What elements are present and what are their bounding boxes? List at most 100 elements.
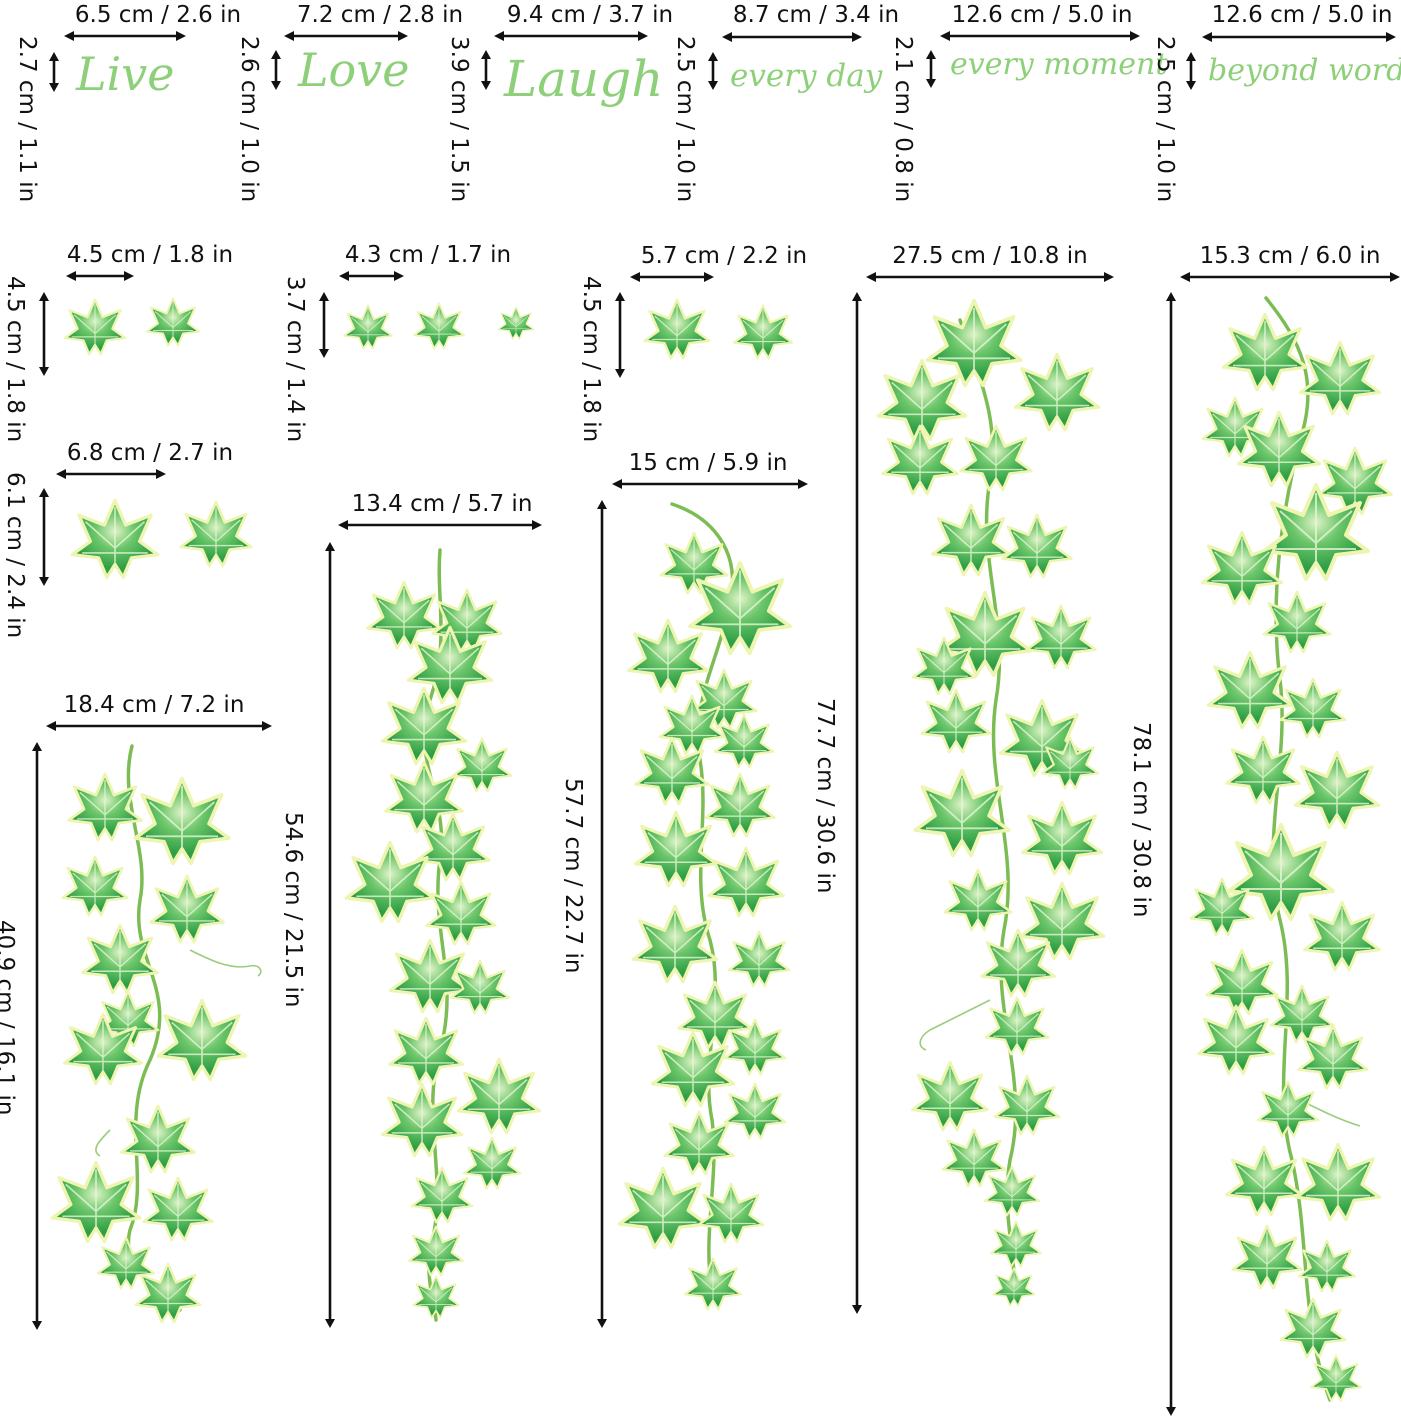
ivy-leaf — [365, 580, 443, 650]
height-label-every-moment: 2.1 cm / 0.8 in — [890, 36, 916, 202]
ivy-leaf — [1013, 352, 1101, 432]
ivy-leaf — [1231, 1224, 1303, 1290]
width-arrow-live — [64, 31, 186, 41]
height-label-every-day: 2.5 cm / 1.0 in — [672, 36, 698, 202]
word-decal-live: 6.5 cm / 2.6 in 2.7 cm / 1.1 in Live — [14, 2, 241, 202]
width-label-leaf-group-2: 4.3 cm / 1.7 in — [345, 242, 511, 268]
height-arrow-vine-4 — [852, 292, 862, 1314]
height-arrow-vine-1 — [32, 742, 42, 1330]
width-label-leaf-group-4: 6.8 cm / 2.7 in — [67, 440, 233, 466]
ivy-leaf — [63, 298, 127, 356]
width-label-beyond-words: 12.6 cm / 5.0 in — [1212, 2, 1393, 28]
width-label-vine-5: 15.3 cm / 6.0 in — [1200, 243, 1381, 269]
height-label-leaf-group-1: 4.5 cm / 1.8 in — [2, 276, 28, 442]
width-label-vine-3: 15 cm / 5.9 in — [629, 450, 788, 476]
height-label-beyond-words: 2.5 cm / 1.0 in — [1152, 36, 1178, 202]
width-label-live: 6.5 cm / 2.6 in — [75, 2, 241, 28]
vine-4-art — [876, 298, 1106, 1307]
vine-decal-5: 15.3 cm / 6.0 in 78.1 cm / 30.8 in — [1128, 243, 1400, 1416]
vine-3-art — [617, 502, 792, 1311]
ivy-leaf — [1197, 1004, 1275, 1076]
ivy-leaf — [1293, 750, 1381, 830]
height-label-leaf-group-3: 4.5 cm / 1.8 in — [578, 276, 604, 442]
ivy-leaf — [142, 1176, 214, 1242]
word-decal-laugh: 9.4 cm / 3.7 in 3.9 cm / 1.5 in Laugh — [446, 2, 673, 202]
vine-decal-2: 13.4 cm / 5.7 in 54.6 cm / 21.5 in — [280, 491, 542, 1328]
ivy-leaf — [410, 1166, 474, 1224]
ivy-leaf — [959, 424, 1033, 492]
height-label-vine-2: 54.6 cm / 21.5 in — [280, 812, 306, 1007]
vine-decal-4: 27.5 cm / 10.8 in 77.7 cm / 30.6 in — [812, 243, 1114, 1314]
height-arrow-vine-5 — [1166, 292, 1176, 1416]
ivy-leaf — [1279, 677, 1347, 739]
ivy-leaf — [1256, 1080, 1320, 1138]
ivy-leaf — [50, 1160, 142, 1244]
ivy-leaf — [993, 1074, 1061, 1136]
ivy-leaf — [1020, 800, 1104, 876]
width-arrow-every-day — [722, 32, 862, 42]
width-label-leaf-group-1: 4.5 cm / 1.8 in — [67, 242, 233, 268]
width-label-love: 7.2 cm / 2.8 in — [297, 2, 463, 28]
ivy-leaf — [1269, 984, 1335, 1044]
word-live: Live — [75, 47, 174, 101]
width-arrow-leaf-group-4 — [56, 469, 166, 479]
height-arrow-leaf-group-4 — [39, 488, 49, 586]
ivy-leaf — [713, 713, 775, 769]
ivy-leaf — [1001, 513, 1073, 579]
leaf-group-4: 6.8 cm / 2.7 in 6.1 cm / 2.4 in — [2, 440, 253, 638]
ivy-leaf — [1224, 735, 1302, 805]
ivy-leaf — [706, 846, 786, 918]
ivy-leaf — [727, 930, 791, 988]
ivy-leaf — [643, 298, 711, 360]
ivy-leaf — [1205, 948, 1279, 1016]
ivy-leaf — [925, 298, 1023, 388]
width-arrow-leaf-group-1 — [66, 271, 134, 281]
word-decal-every-moment: 12.6 cm / 5.0 in 2.1 cm / 0.8 in every m… — [890, 2, 1168, 202]
ivy-leaf — [380, 686, 468, 766]
ivy-leaf — [156, 998, 248, 1082]
ivy-leaf — [943, 868, 1013, 932]
height-arrow-every-day — [708, 52, 718, 90]
word-decal-every-day: 8.7 cm / 3.4 in 2.5 cm / 1.0 in every da… — [672, 2, 899, 202]
ivy-leaf — [1279, 1297, 1347, 1359]
height-label-vine-4: 77.7 cm / 30.6 in — [812, 698, 838, 893]
ivy-leaf — [133, 776, 231, 866]
ivy-leaf — [1294, 1142, 1382, 1222]
ivy-leaf — [61, 855, 129, 917]
ivy-leaf — [407, 1225, 465, 1277]
ivy-leaf — [119, 1104, 196, 1174]
width-arrow-every-moment — [940, 31, 1140, 41]
ivy-leaf — [1229, 825, 1333, 919]
width-arrow-leaf-group-3 — [630, 272, 714, 282]
height-label-vine-1: 40.9 cm / 16.1 in — [0, 920, 18, 1115]
ivy-leaf — [145, 297, 201, 347]
ivy-leaf — [659, 531, 729, 595]
height-arrow-laugh — [481, 50, 491, 90]
word-decal-love: 7.2 cm / 2.8 in 2.6 cm / 1.0 in Love — [236, 2, 463, 202]
vine-decal-1: 18.4 cm / 7.2 in 40.9 cm / 16.1 in — [0, 692, 272, 1330]
word-beyond-words: beyond words — [1208, 53, 1401, 88]
ivy-leaf — [617, 1166, 709, 1250]
ivy-leaf — [343, 304, 393, 350]
height-label-leaf-group-4: 6.1 cm / 2.4 in — [2, 472, 28, 638]
width-arrow-vine-3 — [612, 479, 808, 489]
width-label-laugh: 9.4 cm / 3.7 in — [507, 2, 673, 28]
width-label-vine-1: 18.4 cm / 7.2 in — [64, 692, 245, 718]
leaf-group-3: 5.7 cm / 2.2 in 4.5 cm / 1.8 in — [578, 243, 807, 442]
ivy-leaf — [989, 1220, 1043, 1268]
width-arrow-vine-4 — [866, 272, 1114, 282]
ivy-leaf — [148, 874, 226, 944]
leaf-group-2: 4.3 cm / 1.7 in 3.7 cm / 1.4 in — [282, 242, 535, 442]
height-arrow-leaf-group-1 — [39, 292, 49, 376]
ivy-leaf — [412, 1275, 460, 1319]
ivy-leaf — [388, 1016, 464, 1086]
height-label-laugh: 3.9 cm / 1.5 in — [446, 36, 472, 202]
width-label-vine-4: 27.5 cm / 10.8 in — [892, 243, 1087, 269]
width-arrow-vine-5 — [1180, 272, 1400, 282]
ivy-leaf — [880, 424, 960, 496]
ivy-leaf — [1302, 900, 1382, 972]
ivy-leaf — [703, 772, 777, 838]
ivy-leaf — [930, 503, 1012, 577]
ivy-leaf — [683, 1257, 743, 1311]
vine-2-art — [344, 548, 542, 1322]
